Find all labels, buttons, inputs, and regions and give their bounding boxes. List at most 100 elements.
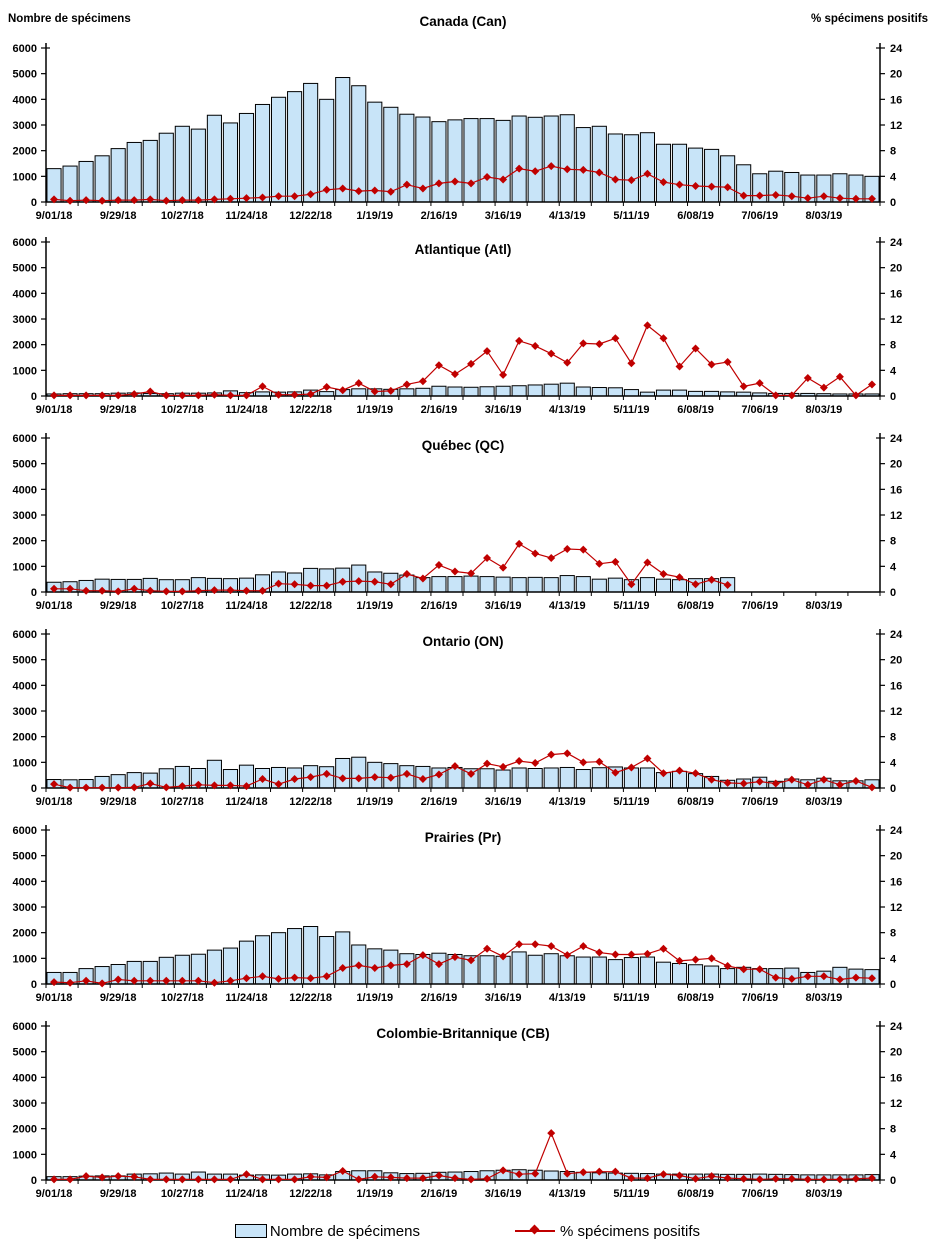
point <box>242 391 251 400</box>
point <box>579 1168 588 1177</box>
point <box>194 780 203 789</box>
bar <box>222 122 238 203</box>
point <box>418 574 427 583</box>
point <box>450 762 459 771</box>
point <box>130 196 139 205</box>
point <box>819 1175 828 1184</box>
right-tick-label: 0 <box>890 391 896 403</box>
point <box>499 563 508 572</box>
x-tick-label: 2/16/19 <box>421 404 458 416</box>
point <box>691 344 700 353</box>
bar <box>511 115 527 203</box>
point <box>98 979 107 988</box>
bar <box>254 103 271 203</box>
point <box>178 391 187 400</box>
bar <box>623 389 639 397</box>
panel-title: Canada (Can) <box>419 14 506 29</box>
x-tick-label: 10/27/18 <box>161 796 204 808</box>
left-tick-label: 4000 <box>13 876 37 888</box>
x-tick-label: 1/19/19 <box>356 1188 393 1200</box>
point <box>450 177 459 186</box>
point <box>739 779 748 788</box>
point <box>338 774 347 783</box>
left-tick-label: 1000 <box>13 757 37 769</box>
bar <box>479 386 495 397</box>
point <box>835 372 844 381</box>
x-tick-label: 9/29/18 <box>100 796 137 808</box>
point <box>467 956 476 965</box>
point <box>274 192 283 201</box>
point <box>194 391 203 400</box>
right-tick-label: 16 <box>890 484 902 496</box>
point <box>258 775 267 784</box>
bar <box>479 955 495 985</box>
bar <box>463 118 479 203</box>
x-tick-label: 6/08/19 <box>677 404 714 416</box>
x-tick-label: 9/29/18 <box>100 210 137 222</box>
x-tick-label: 2/16/19 <box>421 796 458 808</box>
point <box>835 975 844 984</box>
x-tick-label: 12/22/18 <box>289 404 332 416</box>
bar <box>623 957 639 985</box>
point <box>66 196 75 205</box>
point <box>386 187 395 196</box>
bar <box>447 386 463 397</box>
bar <box>399 953 415 985</box>
point <box>499 1166 508 1175</box>
right-tick-label: 24 <box>890 237 903 249</box>
point <box>338 184 347 193</box>
point <box>803 780 812 789</box>
x-tick-label: 1/19/19 <box>356 404 393 416</box>
point <box>835 780 844 789</box>
point <box>66 391 75 400</box>
bar <box>655 578 672 593</box>
point <box>659 769 668 778</box>
point <box>499 952 508 961</box>
bar <box>575 769 591 789</box>
point <box>258 586 267 595</box>
x-tick-label: 3/16/19 <box>485 600 522 612</box>
left-tick-label: 3000 <box>13 314 37 326</box>
point <box>627 950 636 959</box>
point <box>483 759 492 768</box>
x-tick-label: 11/24/18 <box>225 404 267 416</box>
point <box>402 960 411 969</box>
point <box>290 1175 299 1184</box>
point <box>50 195 59 204</box>
left-tick-label: 6000 <box>13 1021 37 1033</box>
point <box>258 1175 267 1184</box>
point <box>306 190 315 199</box>
left-tick-label: 1000 <box>13 171 37 183</box>
point <box>146 195 155 204</box>
point <box>130 976 139 985</box>
point <box>162 783 171 792</box>
point <box>547 349 556 358</box>
point <box>418 951 427 960</box>
x-tick-label: 4/13/19 <box>549 600 586 612</box>
axes <box>41 1021 885 1184</box>
point <box>643 321 652 330</box>
point <box>306 581 315 590</box>
point <box>290 580 299 589</box>
right-tick-label: 20 <box>890 655 902 667</box>
bar <box>671 389 688 397</box>
point <box>467 359 476 368</box>
point <box>515 164 524 173</box>
panel-title: Atlantique (Atl) <box>415 242 512 257</box>
x-tick-label: 2/16/19 <box>421 600 458 612</box>
right-tick-label: 20 <box>890 851 902 863</box>
point <box>386 961 395 970</box>
panel-Colombie-Britannique (CB): Colombie-Britannique (CB)010002000300040… <box>13 1021 903 1200</box>
x-tick-label: 3/16/19 <box>485 796 522 808</box>
left-tick-label: 3000 <box>13 902 37 914</box>
point <box>354 187 363 196</box>
bar <box>639 767 655 789</box>
point <box>210 781 219 790</box>
bar <box>543 953 559 985</box>
x-tick-label: 6/08/19 <box>677 600 714 612</box>
point <box>691 955 700 964</box>
point <box>787 1174 796 1183</box>
point <box>803 1175 812 1184</box>
point <box>434 561 443 570</box>
point <box>819 192 828 201</box>
